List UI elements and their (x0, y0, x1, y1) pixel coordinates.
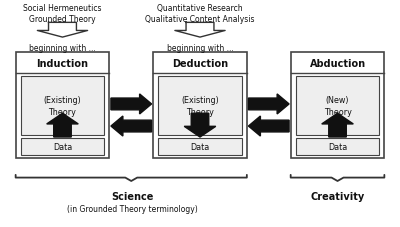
FancyBboxPatch shape (158, 77, 242, 135)
FancyBboxPatch shape (296, 139, 379, 156)
Polygon shape (322, 114, 353, 137)
Text: beginning with ...: beginning with ... (29, 44, 96, 53)
Polygon shape (111, 94, 152, 114)
FancyBboxPatch shape (21, 77, 104, 135)
Polygon shape (47, 114, 78, 137)
Text: Quantitative Research
Qualitative Content Analysis: Quantitative Research Qualitative Conten… (145, 4, 255, 24)
Text: Data: Data (190, 143, 210, 152)
Polygon shape (248, 116, 289, 136)
Text: Data: Data (328, 143, 347, 152)
Text: Induction: Induction (36, 58, 88, 68)
FancyBboxPatch shape (16, 53, 109, 159)
Text: Abduction: Abduction (310, 58, 366, 68)
Text: beginning with ...: beginning with ... (167, 44, 233, 53)
FancyBboxPatch shape (153, 53, 247, 159)
Polygon shape (184, 114, 216, 137)
Text: (New)
Theory: (New) Theory (324, 96, 352, 116)
Text: (Existing)
Theory: (Existing) Theory (181, 96, 219, 116)
FancyBboxPatch shape (291, 53, 384, 159)
Text: (in Grounded Theory terminology): (in Grounded Theory terminology) (67, 205, 198, 213)
Text: Creativity: Creativity (310, 191, 365, 201)
Polygon shape (248, 94, 289, 114)
Polygon shape (175, 23, 225, 38)
FancyBboxPatch shape (296, 77, 379, 135)
Text: Social Hermeneutics
Grounded Theory: Social Hermeneutics Grounded Theory (23, 4, 102, 24)
Polygon shape (37, 23, 88, 38)
Text: Data: Data (53, 143, 72, 152)
Text: Science: Science (111, 191, 154, 201)
Text: Deduction: Deduction (172, 58, 228, 68)
Text: (Existing)
Theory: (Existing) Theory (44, 96, 81, 116)
Polygon shape (111, 116, 152, 136)
FancyBboxPatch shape (158, 139, 242, 156)
FancyBboxPatch shape (21, 139, 104, 156)
